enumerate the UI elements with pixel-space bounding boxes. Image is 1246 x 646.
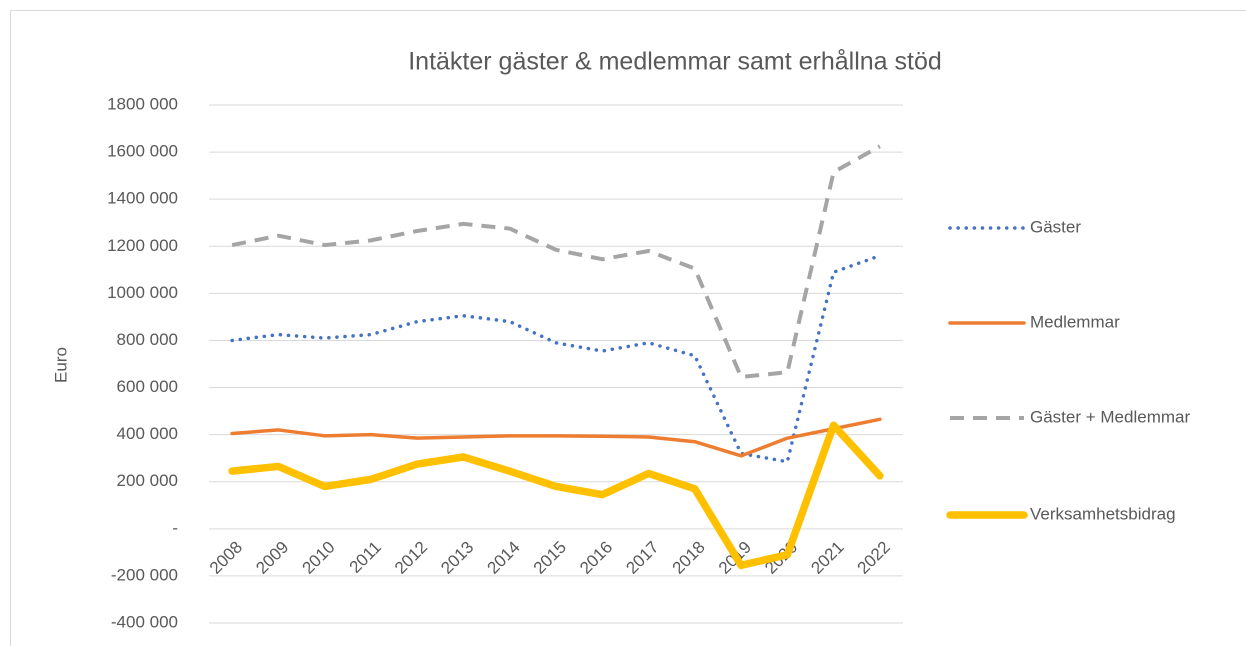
x-tick-label: 2016	[576, 538, 616, 578]
series-line	[231, 144, 881, 379]
y-tick-label: 600 000	[117, 377, 178, 396]
y-tick-label: 800 000	[117, 330, 178, 349]
series-line	[230, 253, 882, 464]
y-tick-label: 1000 000	[107, 283, 178, 302]
y-tick-label: -200 000	[111, 565, 178, 584]
series-line	[228, 421, 884, 570]
x-tick-label: 2021	[807, 538, 847, 578]
legend-label: Verksamhetsbidrag	[1030, 504, 1176, 523]
y-tick-label: 1200 000	[107, 236, 178, 255]
x-tick-label: 2010	[298, 538, 338, 578]
y-tick-label: 1600 000	[107, 142, 178, 161]
x-tick-label: 2022	[854, 538, 894, 578]
y-tick-label: -	[172, 518, 178, 537]
x-tick-label: 2012	[391, 538, 431, 578]
legend-label: Gäster	[1030, 217, 1081, 236]
x-tick-label: 2017	[622, 538, 662, 578]
legend-label: Medlemmar	[1030, 312, 1120, 331]
x-tick-label: 2011	[346, 538, 385, 577]
series-line	[230, 417, 882, 458]
y-tick-label: 1800 000	[107, 94, 178, 113]
x-tick-label: 2014	[484, 538, 524, 578]
legend-label: Gäster + Medlemmar	[1030, 407, 1190, 426]
x-tick-label: 2008	[206, 538, 246, 578]
x-tick-label: 2015	[530, 538, 570, 578]
x-tick-label: 2009	[252, 538, 292, 578]
y-tick-label: 200 000	[117, 471, 178, 490]
y-tick-label: 400 000	[117, 424, 178, 443]
y-tick-label: 1400 000	[107, 189, 178, 208]
y-axis-title: Euro	[51, 347, 70, 383]
y-tick-label: -400 000	[111, 612, 178, 631]
chart-border	[10, 10, 1246, 646]
x-tick-label: 2018	[669, 538, 709, 578]
chart-title: Intäkter gäster & medlemmar samt erhålln…	[408, 48, 942, 76]
x-tick-label: 2013	[437, 538, 477, 578]
